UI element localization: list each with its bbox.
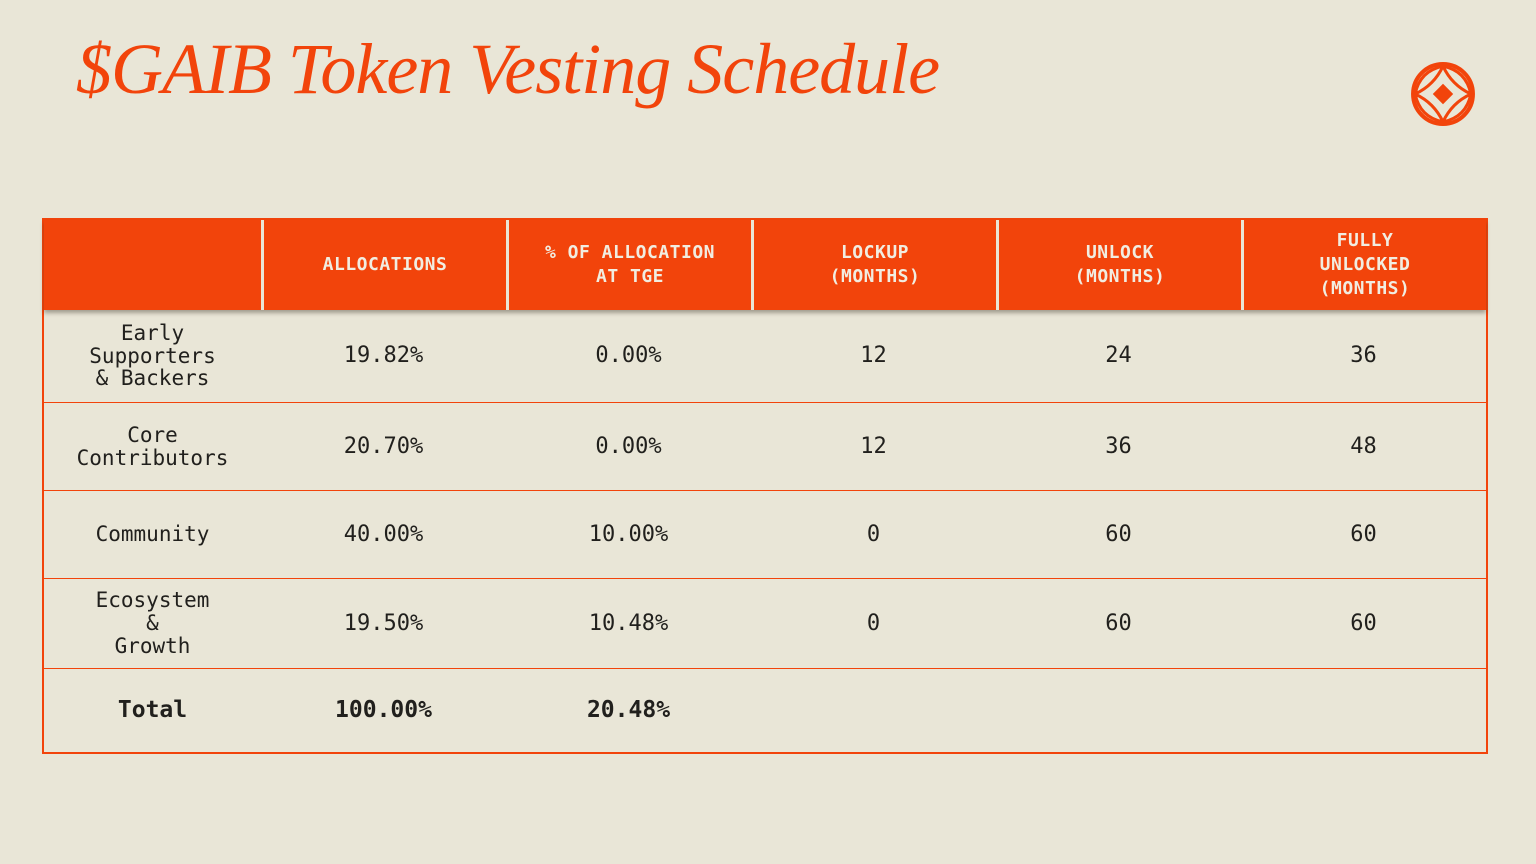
unlock-value: 60 [1105, 610, 1132, 636]
unlock-value: 60 [1105, 521, 1132, 547]
allocations-value: 100.00% [335, 697, 432, 724]
unlock-value: 24 [1105, 343, 1132, 369]
tge-allocation-value: 0.00% [595, 343, 662, 369]
lockup-value: 0 [866, 521, 881, 547]
allocations-value: 19.50% [343, 610, 424, 636]
row-label: Community [95, 522, 210, 547]
table-row-core-contributors: Core Contributors 20.70% 0.00% 12 36 48 [44, 402, 1486, 490]
row-label: Total [117, 697, 188, 724]
fully-unlocked-value: 36 [1350, 343, 1377, 369]
row-label: Ecosystem & Growth [95, 588, 210, 658]
allocations-value: 40.00% [343, 521, 424, 547]
unlock-value: 36 [1105, 433, 1132, 459]
allocations-value: 19.82% [343, 343, 424, 369]
header-cell-category [44, 220, 261, 310]
table-row-total: Total 100.00% 20.48% [44, 668, 1486, 752]
fully-unlocked-value: 48 [1350, 433, 1377, 459]
vesting-schedule-table: ALLOCATIONS % OF ALLOCATION AT TGE LOCKU… [42, 218, 1488, 754]
page-title: $GAIB Token Vesting Schedule [76, 29, 940, 109]
tge-allocation-value: 20.48% [586, 697, 671, 724]
fully-unlocked-value: 60 [1350, 610, 1377, 636]
tge-allocation-value: 10.48% [588, 610, 669, 636]
tge-allocation-value: 10.00% [588, 521, 669, 547]
fully-unlocked-value: 60 [1350, 521, 1377, 547]
lockup-value: 0 [866, 610, 881, 636]
header-cell-allocations: ALLOCATIONS [261, 220, 506, 310]
lockup-value: 12 [860, 433, 887, 459]
header-cell-tge-allocation: % OF ALLOCATION AT TGE [506, 220, 751, 310]
lockup-value [751, 669, 996, 752]
table-row-ecosystem-growth: Ecosystem & Growth 19.50% 10.48% 0 60 60 [44, 578, 1486, 668]
table-header-row: ALLOCATIONS % OF ALLOCATION AT TGE LOCKU… [44, 220, 1486, 310]
gaib-coin-logo-icon [1409, 60, 1477, 128]
table-row-community: Community 40.00% 10.00% 0 60 60 [44, 490, 1486, 578]
table-row-early-supporters: Early Supporters & Backers 19.82% 0.00% … [44, 310, 1486, 402]
header-cell-fully-unlocked: FULLY UNLOCKED (MONTHS) [1241, 220, 1486, 310]
lockup-value: 12 [860, 343, 887, 369]
allocations-value: 20.70% [343, 433, 424, 459]
header-cell-lockup: LOCKUP (MONTHS) [751, 220, 996, 310]
header-cell-unlock: UNLOCK (MONTHS) [996, 220, 1241, 310]
row-label: Early Supporters & Backers [89, 320, 216, 391]
fully-unlocked-value [1241, 669, 1486, 752]
unlock-value [996, 669, 1241, 752]
tge-allocation-value: 0.00% [595, 433, 662, 459]
row-label: Core Contributors [76, 422, 229, 470]
